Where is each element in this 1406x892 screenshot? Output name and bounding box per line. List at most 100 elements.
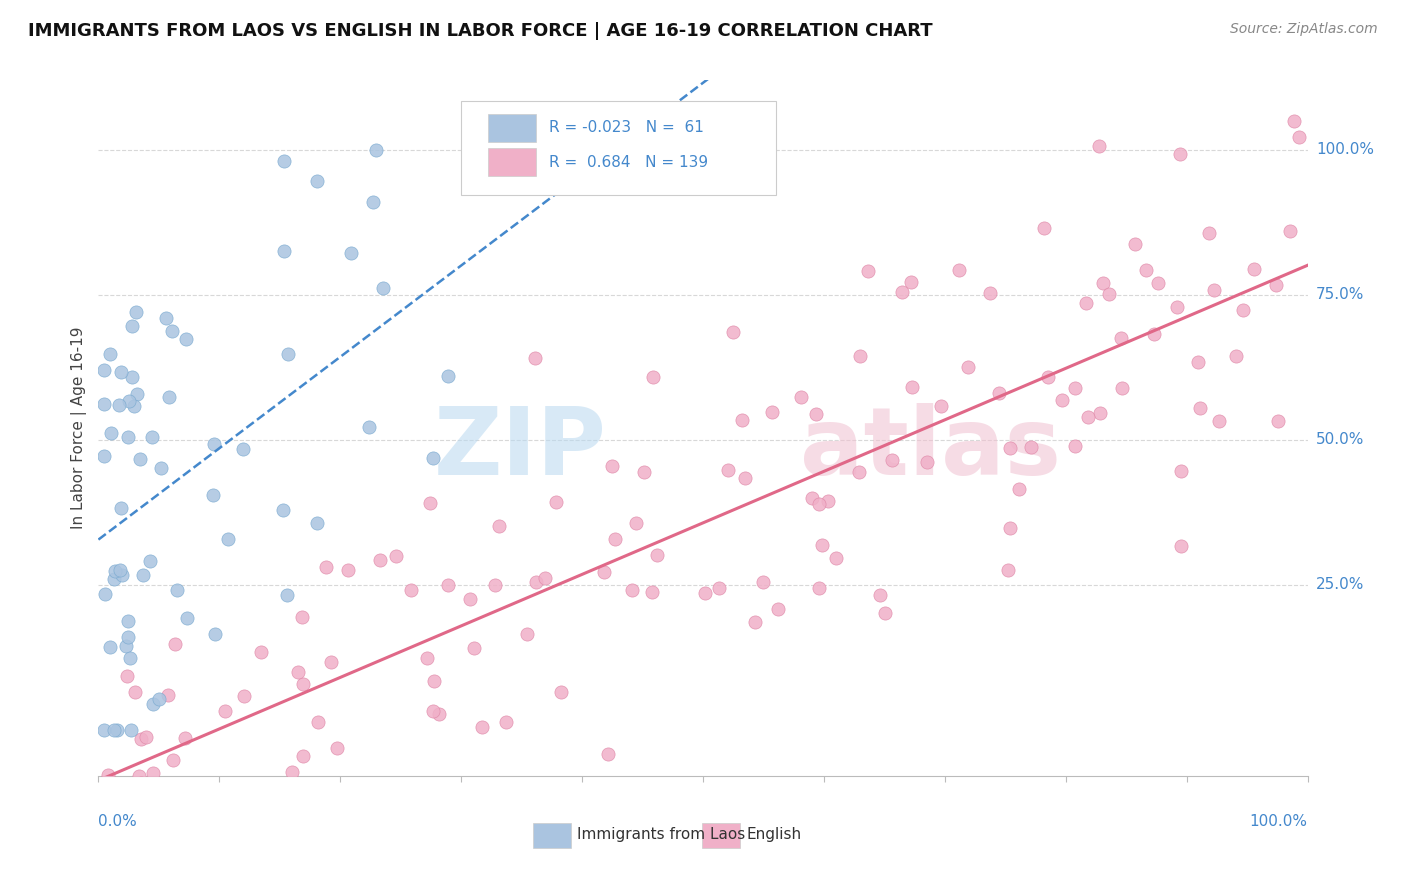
Point [93, 450, 115, 464]
Point [269, 780, 291, 795]
Point [271, 503, 294, 517]
Point [103, 723, 125, 737]
Point [149, 461, 172, 475]
Point [103, 572, 125, 586]
Point [807, 581, 830, 595]
Text: 50.0%: 50.0% [1316, 433, 1364, 447]
Text: 25.0%: 25.0% [1316, 577, 1364, 592]
Point [988, 385, 1011, 400]
Point [998, 441, 1021, 455]
Point [695, 585, 717, 599]
Point [848, 465, 870, 479]
Point [717, 462, 740, 476]
Point [550, 684, 572, 698]
Point [596, 747, 619, 762]
Point [110, 501, 132, 516]
Point [326, 741, 349, 756]
Point [900, 276, 922, 290]
Point [948, 262, 970, 277]
Point [148, 691, 170, 706]
Point [264, 780, 287, 795]
Text: English: English [747, 827, 801, 842]
Point [1064, 381, 1087, 395]
Point [422, 704, 444, 718]
Point [155, 310, 177, 325]
Point [766, 602, 789, 616]
Point [336, 563, 359, 577]
Point [801, 491, 824, 505]
Point [1187, 355, 1209, 369]
Point [495, 714, 517, 729]
Point [118, 651, 141, 665]
Point [731, 412, 754, 426]
Text: 0.0%: 0.0% [98, 814, 138, 830]
Point [132, 568, 155, 582]
Point [1033, 221, 1056, 235]
Point [287, 665, 309, 679]
Point [105, 723, 128, 737]
Point [93, 723, 115, 737]
Point [139, 554, 162, 568]
Point [110, 568, 132, 582]
Point [141, 430, 163, 444]
Point [307, 714, 329, 729]
Point [273, 244, 295, 258]
Point [1135, 262, 1157, 277]
Point [160, 324, 183, 338]
Point [915, 455, 938, 469]
Point [97, 768, 120, 782]
Point [422, 673, 444, 688]
Point [1198, 226, 1220, 240]
FancyBboxPatch shape [461, 101, 776, 195]
Point [217, 532, 239, 546]
Point [120, 723, 142, 737]
Point [117, 668, 139, 682]
Point [1098, 287, 1121, 301]
Point [142, 697, 165, 711]
Point [1064, 439, 1087, 453]
Point [117, 614, 139, 628]
Point [957, 360, 980, 375]
Point [460, 592, 482, 607]
Point [110, 563, 132, 577]
Point [125, 387, 148, 401]
Text: IMMIGRANTS FROM LAOS VS ENGLISH IN LABOR FORCE | AGE 16-19 CORRELATION CHART: IMMIGRANTS FROM LAOS VS ENGLISH IN LABOR… [28, 22, 932, 40]
Point [1142, 327, 1164, 342]
Text: R = -0.023   N =  61: R = -0.023 N = 61 [550, 120, 704, 135]
Point [263, 780, 285, 795]
Point [292, 748, 315, 763]
FancyBboxPatch shape [488, 148, 536, 177]
Point [1123, 237, 1146, 252]
Point [416, 651, 439, 665]
Point [848, 350, 870, 364]
Point [419, 496, 441, 510]
Point [1147, 276, 1170, 290]
Point [1019, 440, 1042, 454]
Point [524, 574, 547, 589]
Point [869, 588, 891, 602]
Point [707, 581, 730, 595]
Point [752, 574, 775, 589]
Point [1225, 349, 1247, 363]
Text: 100.0%: 100.0% [1316, 143, 1374, 157]
Text: 75.0%: 75.0% [1316, 287, 1364, 302]
Point [315, 559, 337, 574]
Point [979, 286, 1001, 301]
Point [873, 607, 896, 621]
Point [115, 639, 138, 653]
Point [93, 397, 115, 411]
Point [214, 704, 236, 718]
Point [204, 437, 226, 451]
Point [734, 471, 756, 485]
Point [1036, 370, 1059, 384]
Point [131, 732, 153, 747]
Point [1188, 401, 1211, 416]
Point [291, 610, 314, 624]
Point [128, 451, 150, 466]
Point [1091, 276, 1114, 290]
Point [1170, 464, 1192, 478]
Point [427, 706, 450, 721]
Point [202, 488, 225, 502]
Point [1288, 130, 1310, 145]
Point [523, 351, 546, 365]
